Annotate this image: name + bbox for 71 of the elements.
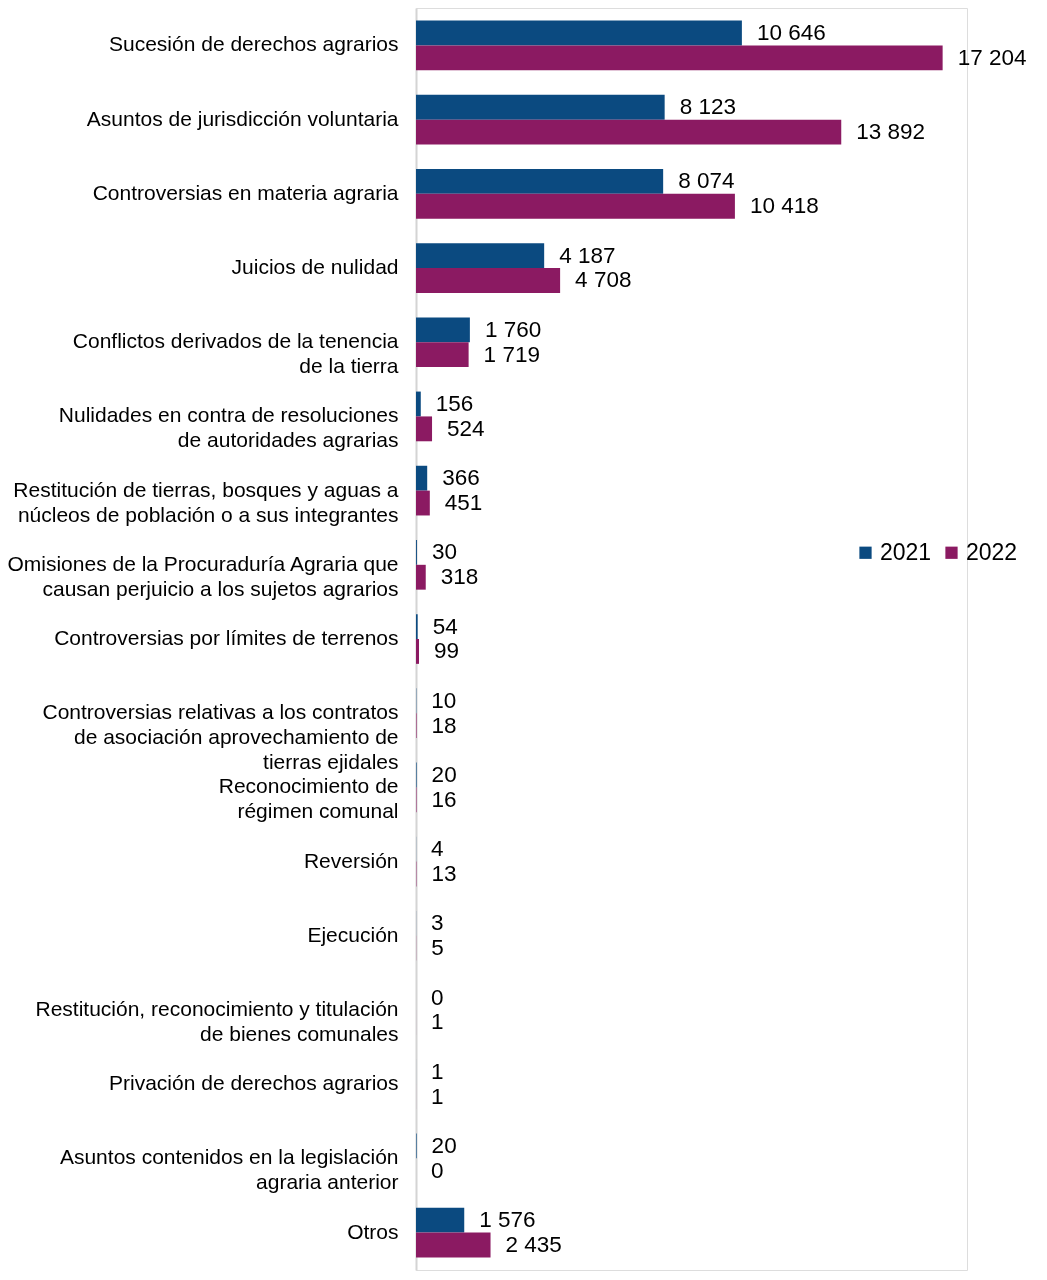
y-tick-label: Reconocimiento de régimen comunal [218, 774, 399, 823]
data-label: 524 [447, 415, 485, 441]
data-label: 99 [434, 638, 460, 664]
data-label: 366 [442, 465, 480, 491]
data-label: 3 [431, 910, 444, 936]
bar [416, 1232, 491, 1258]
y-tick-label: Asuntos de jurisdicción voluntaria [86, 106, 399, 130]
y-tick-label: Controversias por límites de terrenos [54, 626, 399, 649]
y-tick-label: Restitución, reconocimiento y titulación de bienes comunales [35, 996, 399, 1045]
y-tick-label: Omisiones de la Procuraduría Agraria que causan perjuicio a los sujetos agrarios [7, 551, 399, 600]
data-label: 30 [431, 539, 457, 565]
bar [416, 416, 433, 442]
data-label: 1 760 [484, 316, 542, 342]
data-label: 20 [431, 1132, 457, 1158]
y-tick-label: Sucesión de derechos agrarios [108, 32, 399, 56]
y-tick-label: Ejecución [307, 922, 399, 946]
data-label: 54 [432, 613, 458, 639]
data-label: 18 [431, 712, 457, 738]
bar [416, 342, 469, 368]
y-tick-label: Privación de derechos agrarios [109, 1071, 399, 1095]
data-label: 16 [431, 786, 457, 812]
data-label: 4 708 [575, 267, 632, 293]
y-tick-label: Asuntos contenidos en la legislación agraria anterior [59, 1145, 399, 1194]
y-tick-label: Nulidades en contra de resoluciones de autoridades agrarias [58, 403, 399, 452]
data-label: 8 123 [679, 94, 736, 120]
data-label: 4 187 [559, 242, 616, 268]
data-label: 0 [431, 984, 444, 1010]
y-tick-label: Controversias relativas a los contratos de asociación aprovechamiento de tierras ejidales [42, 700, 399, 774]
data-label: 20 [431, 761, 457, 787]
y-tick-label: Controversias en materia agraria [92, 180, 399, 204]
bar [416, 94, 665, 120]
data-label: 156 [435, 391, 474, 416]
data-label: 13 [431, 861, 457, 886]
y-tick-label: Juicios de nulidad [231, 255, 399, 279]
data-label: 1 719 [483, 341, 540, 367]
bar [416, 465, 428, 491]
bar [416, 391, 421, 417]
bar [416, 317, 470, 343]
data-label: 2 435 [505, 1231, 562, 1257]
data-label: 1 [431, 1009, 444, 1035]
legend-label: 2022 [966, 538, 1018, 565]
data-label: 451 [444, 490, 483, 516]
bar [416, 1207, 465, 1233]
bar [416, 268, 561, 293]
bar [416, 169, 664, 194]
data-label: 4 [431, 836, 444, 862]
bar [416, 243, 545, 269]
y-tick-label: Conflictos derivados de la tenencia de la tierra [72, 329, 399, 378]
data-label: 5 [431, 935, 444, 961]
bar [416, 639, 420, 664]
bar [416, 45, 943, 71]
data-label: 1 [431, 1083, 444, 1109]
data-label: 10 418 [749, 193, 819, 219]
data-label: 13 892 [856, 119, 926, 145]
data-label: 1 [431, 1058, 444, 1084]
bar [416, 490, 430, 516]
data-label: 0 [431, 1157, 444, 1183]
bar [416, 193, 735, 219]
bar [416, 119, 842, 145]
data-label: 10 646 [756, 20, 826, 46]
data-label: 17 204 [957, 44, 1027, 70]
legend-label: 2021 [880, 538, 932, 565]
data-label: 1 576 [479, 1207, 536, 1233]
data-label: 8 074 [678, 168, 735, 194]
y-tick-label: Restitución de tierras, bosques y aguas a núcleos de población o a sus integrantes [13, 477, 399, 526]
bar [416, 20, 742, 46]
bar [416, 564, 426, 590]
data-label: 318 [440, 564, 479, 590]
data-label: 10 [431, 687, 457, 713]
y-tick-label: Otros [347, 1219, 399, 1243]
y-tick-label: Reversión [303, 848, 399, 872]
